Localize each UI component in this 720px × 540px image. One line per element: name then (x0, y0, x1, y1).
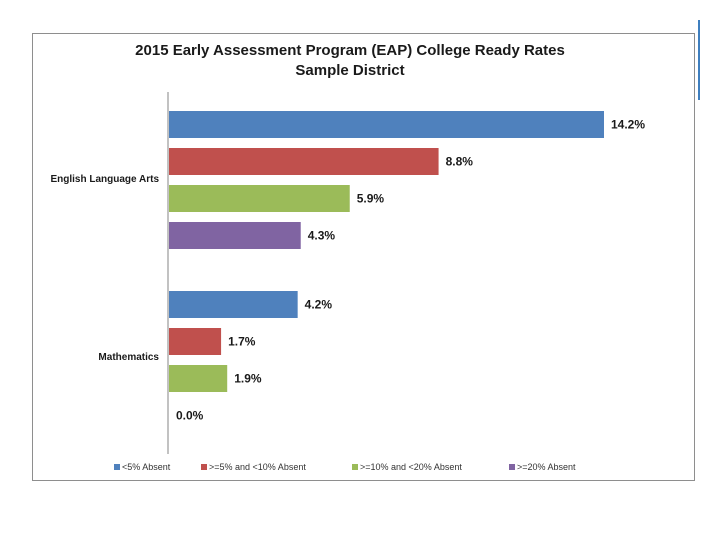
bar (169, 328, 222, 355)
chart-title: 2015 Early Assessment Program (EAP) Coll… (135, 42, 565, 59)
chart-subtitle: Sample District (295, 62, 404, 79)
legend-label: >=10% and <20% Absent (360, 462, 462, 472)
bar (169, 222, 301, 249)
data-label: 1.9% (234, 372, 262, 386)
category-label: English Language Arts (50, 174, 159, 185)
data-label: 0.0% (176, 409, 204, 423)
data-label: 14.2% (611, 118, 645, 132)
chart-frame (32, 33, 695, 481)
bar (169, 365, 228, 392)
legend-swatch (509, 464, 515, 470)
legend-label: >=20% Absent (517, 462, 576, 472)
bar (169, 148, 439, 175)
bar (169, 291, 298, 318)
side-accent-line (698, 20, 700, 100)
data-label: 5.9% (357, 192, 385, 206)
category-label: Mathematics (98, 352, 159, 363)
bar (169, 185, 350, 212)
legend: <5% Absent >=5% and <10% Absent >=10% and … (114, 462, 576, 472)
plot-area: English Language Arts 14.2% 8.8% 5.9% 4.3% Ma… (50, 92, 645, 454)
bar (169, 111, 604, 138)
data-label: 8.8% (446, 155, 474, 169)
legend-label: >=5% and <10% Absent (209, 462, 306, 472)
legend-swatch (201, 464, 207, 470)
data-label: 4.2% (305, 298, 333, 312)
legend-swatch (114, 464, 120, 470)
legend-label: <5% Absent (122, 462, 171, 472)
legend-swatch (352, 464, 358, 470)
data-label: 4.3% (308, 229, 336, 243)
data-label: 1.7% (228, 335, 256, 349)
